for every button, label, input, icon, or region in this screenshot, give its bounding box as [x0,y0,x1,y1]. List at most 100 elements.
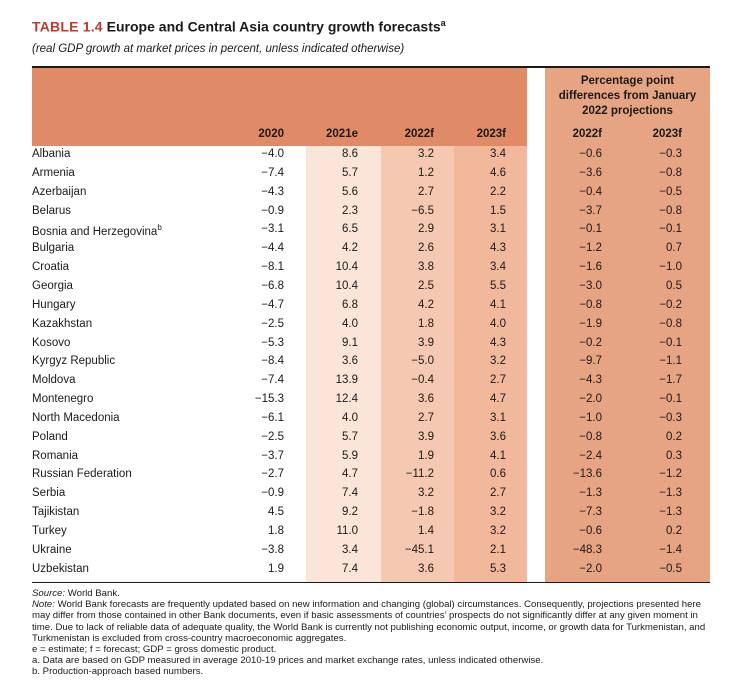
bottom-rule [32,582,710,583]
table-row: Romania −3.7 5.9 1.9 4.1 −2.4 0.3 [0,448,740,467]
country-label: Turkey [32,525,67,537]
diff-2022f: −1.3 [579,487,602,500]
diff-2022f: −2.0 [579,393,602,406]
source-label: Source: [32,588,66,599]
value-2020: −3.1 [261,223,284,236]
value-2022f: 1.8 [418,317,434,330]
table-notes: Source: World Bank. Note: World Bank for… [32,588,712,678]
value-2022f: 2.7 [418,185,434,198]
country-label: Romania [32,449,79,462]
diff-2022f: −1.0 [579,411,602,424]
table-title: TABLE 1.4 Europe and Central Asia countr… [32,18,446,35]
diff-2022f: −0.8 [579,298,602,311]
value-2022f: 3.6 [418,393,434,406]
value-2023f: 4.3 [490,336,506,349]
table-row: Tajikistan 4.5 9.2 −1.8 3.2 −7.3 −1.3 [0,504,740,523]
value-2021e: 7.4 [342,562,358,575]
diff-2022f: −0.6 [579,525,602,537]
diff-2023f: 0.2 [666,430,682,443]
differences-header-line: differences from January [558,90,697,102]
diff-2022f: −7.3 [579,506,602,519]
value-2021e: 6.8 [342,298,358,311]
value-2021e: 4.0 [342,411,358,424]
column-band-2023f [454,146,527,582]
value-2021e: 3.4 [342,543,358,556]
value-2020: 1.8 [268,525,284,537]
diff-2022f: −13.6 [572,468,602,481]
value-2022f: −45.1 [404,543,434,556]
column-header-2023f: 2023f [476,128,506,140]
country-name: Bosnia and Herzegovinab [32,223,162,238]
table-row: Kosovo −5.3 9.1 3.9 4.3 −0.2 −0.1 [0,335,740,354]
table-number: TABLE 1.4 [32,18,103,35]
value-2020: −2.5 [261,430,284,443]
diff-2023f: −1.3 [659,506,682,519]
country-label: Serbia [32,487,66,500]
country-label: Belarus [32,204,71,217]
value-2023f: 4.1 [490,298,506,311]
value-2021e: 5.9 [342,449,358,462]
value-2023f: 3.4 [490,261,506,274]
diff-2022f: −1.2 [579,242,602,255]
value-2022f: −1.8 [411,506,434,519]
table-row: Turkey 1.8 11.0 1.4 3.2 −0.6 0.2 [0,523,740,542]
value-2020: 4.5 [268,506,284,519]
country-name: Kyrgyz Republic [32,355,115,367]
column-band-2021e [306,146,381,582]
differences-panel [545,68,710,582]
value-2021e: 2.3 [342,204,358,217]
diff-2022f: −2.0 [579,562,602,575]
table-row: Bosnia and Herzegovinab −3.1 6.5 2.9 3.1 −0.1… [0,221,740,240]
value-2022f: −11.2 [405,468,434,481]
diff-2023f: −1.7 [659,374,682,387]
table-row: Bulgaria −4.4 4.2 2.6 4.3 −1.2 0.7 [0,240,740,259]
table-row: Russian Federation −2.7 4.7 −11.2 0.6 −13.6 −1… [0,466,740,485]
value-2020: −7.4 [261,166,284,179]
value-2023f: 5.3 [490,562,506,575]
header-band [32,68,527,146]
table-subtitle: (real GDP growth at market prices in per… [32,43,405,55]
country-name: Hungary [32,299,75,311]
value-2022f: −5.0 [411,355,434,368]
diff-2023f: −0.8 [659,166,682,179]
country-label: Kyrgyz Republic [32,355,116,368]
table-title-text: Europe and Central Asia country growth f… [106,18,441,35]
value-2020: −0.9 [261,204,284,217]
diff-2022f: −3.6 [579,166,602,179]
general-note: Note: World Bank forecasts are frequentl… [32,599,712,644]
value-2020: −6.8 [261,279,284,292]
diff-2023f: 0.2 [666,525,682,537]
diff-2022f: −0.2 [579,336,602,349]
column-header-2021e: 2021e [326,128,358,140]
value-2023f: 1.5 [490,204,506,217]
table-row: Hungary −4.7 6.8 4.2 4.1 −0.8 −0.2 [0,297,740,316]
value-2021e: 4.0 [342,317,358,330]
title-footnote-marker: a [440,18,446,28]
country-name: Albania [32,148,70,160]
value-2022f: 2.5 [418,279,434,292]
diff-2023f: −1.2 [659,468,682,481]
country-label: Poland [32,430,68,443]
table-row: Ukraine −3.8 3.4 −45.1 2.1 −48.3 −1.4 [0,542,740,561]
country-label: Armenia [32,166,75,179]
value-2022f: 3.2 [418,148,434,160]
differences-header-line: 2022 projections [582,105,673,117]
country-label: Kazakhstan [32,317,93,330]
country-name: Serbia [32,487,65,499]
value-2023f: 2.2 [490,185,506,198]
diff-2023f: 0.3 [666,449,682,462]
country-name: Armenia [32,167,75,179]
country-label: Kosovo [32,336,71,349]
value-2021e: 5.6 [342,185,358,198]
value-2023f: 0.6 [490,468,506,481]
value-2020: −2.7 [261,468,284,481]
country-name: Tajikistan [32,506,79,518]
diff-2023f: −1.0 [659,261,682,274]
value-2022f: 1.4 [418,525,434,537]
diff-2023f: 0.7 [666,242,682,255]
value-2022f: 3.9 [418,336,434,349]
value-2020: 1.9 [268,562,284,575]
note-text: World Bank forecasts are frequently upda… [32,599,706,644]
diff-2023f: −0.2 [659,298,682,311]
country-label: Montenegro [32,393,94,406]
